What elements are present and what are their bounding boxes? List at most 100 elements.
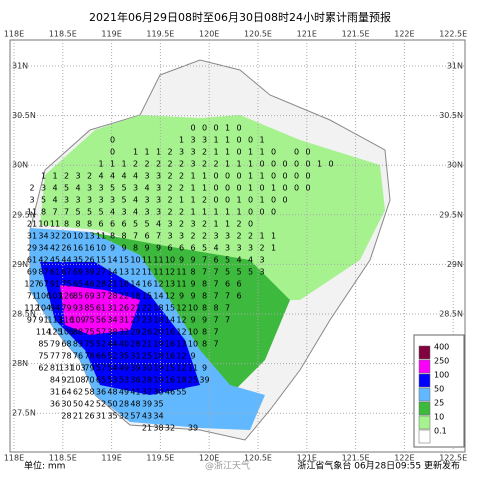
rain-value: 3 [259, 268, 264, 277]
rain-value: 3 [64, 196, 69, 205]
rain-value: 1 [213, 136, 218, 145]
rain-value: 0 [294, 148, 299, 157]
rain-value: 52 [96, 340, 106, 349]
rain-value: 52 [107, 352, 117, 361]
rain-value: 34 [107, 316, 117, 325]
rain-value: 1 [225, 148, 230, 157]
watermark: @浙江天气 [205, 460, 250, 472]
rain-value: 3 [156, 196, 161, 205]
lon-label: 121.5E [342, 30, 370, 39]
rain-value: 3 [167, 220, 172, 229]
rain-value: 58 [84, 388, 94, 397]
rain-value: 65 [96, 376, 106, 385]
rain-value: 4 [133, 172, 138, 181]
rain-value: 91 [50, 280, 60, 289]
rain-value: 18 [176, 376, 186, 385]
rain-value: 26 [119, 304, 129, 313]
rain-value: 1 [271, 184, 276, 193]
rain-value: 48 [130, 400, 140, 409]
rain-value: 21 [142, 340, 152, 349]
rain-value: 5 [144, 220, 149, 229]
rain-value: 106 [59, 328, 74, 337]
rain-value: 11 [188, 364, 198, 373]
rain-value: 9 [190, 292, 195, 301]
rain-value: 94 [50, 304, 60, 313]
footer: 浙江省气象台 06月28日09:55 更新发布 [297, 460, 460, 472]
rain-value: 69 [73, 268, 83, 277]
lat-label: 28.5N [439, 310, 463, 319]
rain-value: 6 [236, 292, 241, 301]
rain-value: 12 [130, 268, 140, 277]
rain-value: 3 [236, 244, 241, 253]
rain-value: 21 [107, 280, 117, 289]
rain-value: 9 [179, 256, 184, 265]
rain-value: 92 [61, 376, 71, 385]
rain-value: 15 [119, 256, 129, 265]
rain-value: 7 [213, 340, 218, 349]
rain-value: 2 [156, 160, 161, 169]
rain-value: 81 [50, 364, 60, 373]
rain-value: 4 [52, 196, 57, 205]
rain-value: 3 [144, 208, 149, 217]
rain-value: 35 [73, 256, 83, 265]
rain-value: 3 [190, 148, 195, 157]
rain-value: 7 [202, 256, 207, 265]
rain-value: 3 [144, 172, 149, 181]
rain-value: 11 [153, 268, 163, 277]
rain-value: 8 [202, 280, 207, 289]
rain-value: 38 [107, 328, 117, 337]
rain-value: 0 [110, 136, 115, 145]
rain-value: 14 [130, 280, 140, 289]
rain-value: 0 [236, 148, 241, 157]
rain-value: 12 [176, 328, 186, 337]
rain-value: 8 [202, 340, 207, 349]
regions [29, 59, 391, 441]
rain-value: 114 [36, 328, 51, 337]
rain-value: 22 [142, 304, 152, 313]
rain-value: 19 [153, 340, 163, 349]
rain-value: 7 [64, 208, 69, 217]
lon-label: 122.5E [439, 454, 467, 463]
rain-value: 1 [271, 232, 276, 241]
title: 2021年06月29日08时至06月30日08时24小时累计雨量预报 [89, 10, 391, 24]
rain-value: 8 [190, 268, 195, 277]
rain-value: 7 [156, 232, 161, 241]
rain-value: 0 [213, 196, 218, 205]
lon-label: 119.5E [146, 454, 174, 463]
rain-value: 67 [38, 280, 48, 289]
rain-value: 39 [188, 424, 198, 433]
rain-value: 116 [59, 316, 74, 325]
rain-value: 29 [27, 244, 37, 253]
rain-value: 1 [248, 172, 253, 181]
rain-value: 70 [84, 376, 94, 385]
rain-value: 75 [84, 340, 94, 349]
rain-value: 88 [73, 328, 83, 337]
lon-label: 121E [297, 454, 317, 463]
rain-value: 78 [84, 352, 94, 361]
rain-value: 84 [50, 376, 60, 385]
lon-label: 120E [199, 30, 219, 39]
rain-value: 10 [165, 256, 175, 265]
rain-value: 1 [225, 124, 230, 133]
rain-value: 2 [167, 184, 172, 193]
rain-value: 5 [225, 256, 230, 265]
rain-value: 6 [110, 220, 115, 229]
rain-value: 42 [38, 256, 48, 265]
rain-value: 2 [167, 196, 172, 205]
rain-value: 0 [305, 160, 310, 169]
rain-value: 5 [121, 196, 126, 205]
lon-label: 119E [101, 30, 121, 39]
rain-value: 2 [202, 160, 207, 169]
rain-value: 3 [144, 196, 149, 205]
rain-value: 83 [73, 340, 83, 349]
rain-value: 61 [96, 304, 106, 313]
rain-value: 18 [153, 316, 163, 325]
rain-value: 3 [213, 232, 218, 241]
rain-value: 78 [61, 352, 71, 361]
rain-value: 0 [213, 124, 218, 133]
rain-value: 31 [130, 352, 140, 361]
rain-value: 9 [190, 280, 195, 289]
rain-value: 32 [50, 232, 60, 241]
rain-value: 31 [107, 304, 117, 313]
rain-value: 6 [144, 232, 149, 241]
